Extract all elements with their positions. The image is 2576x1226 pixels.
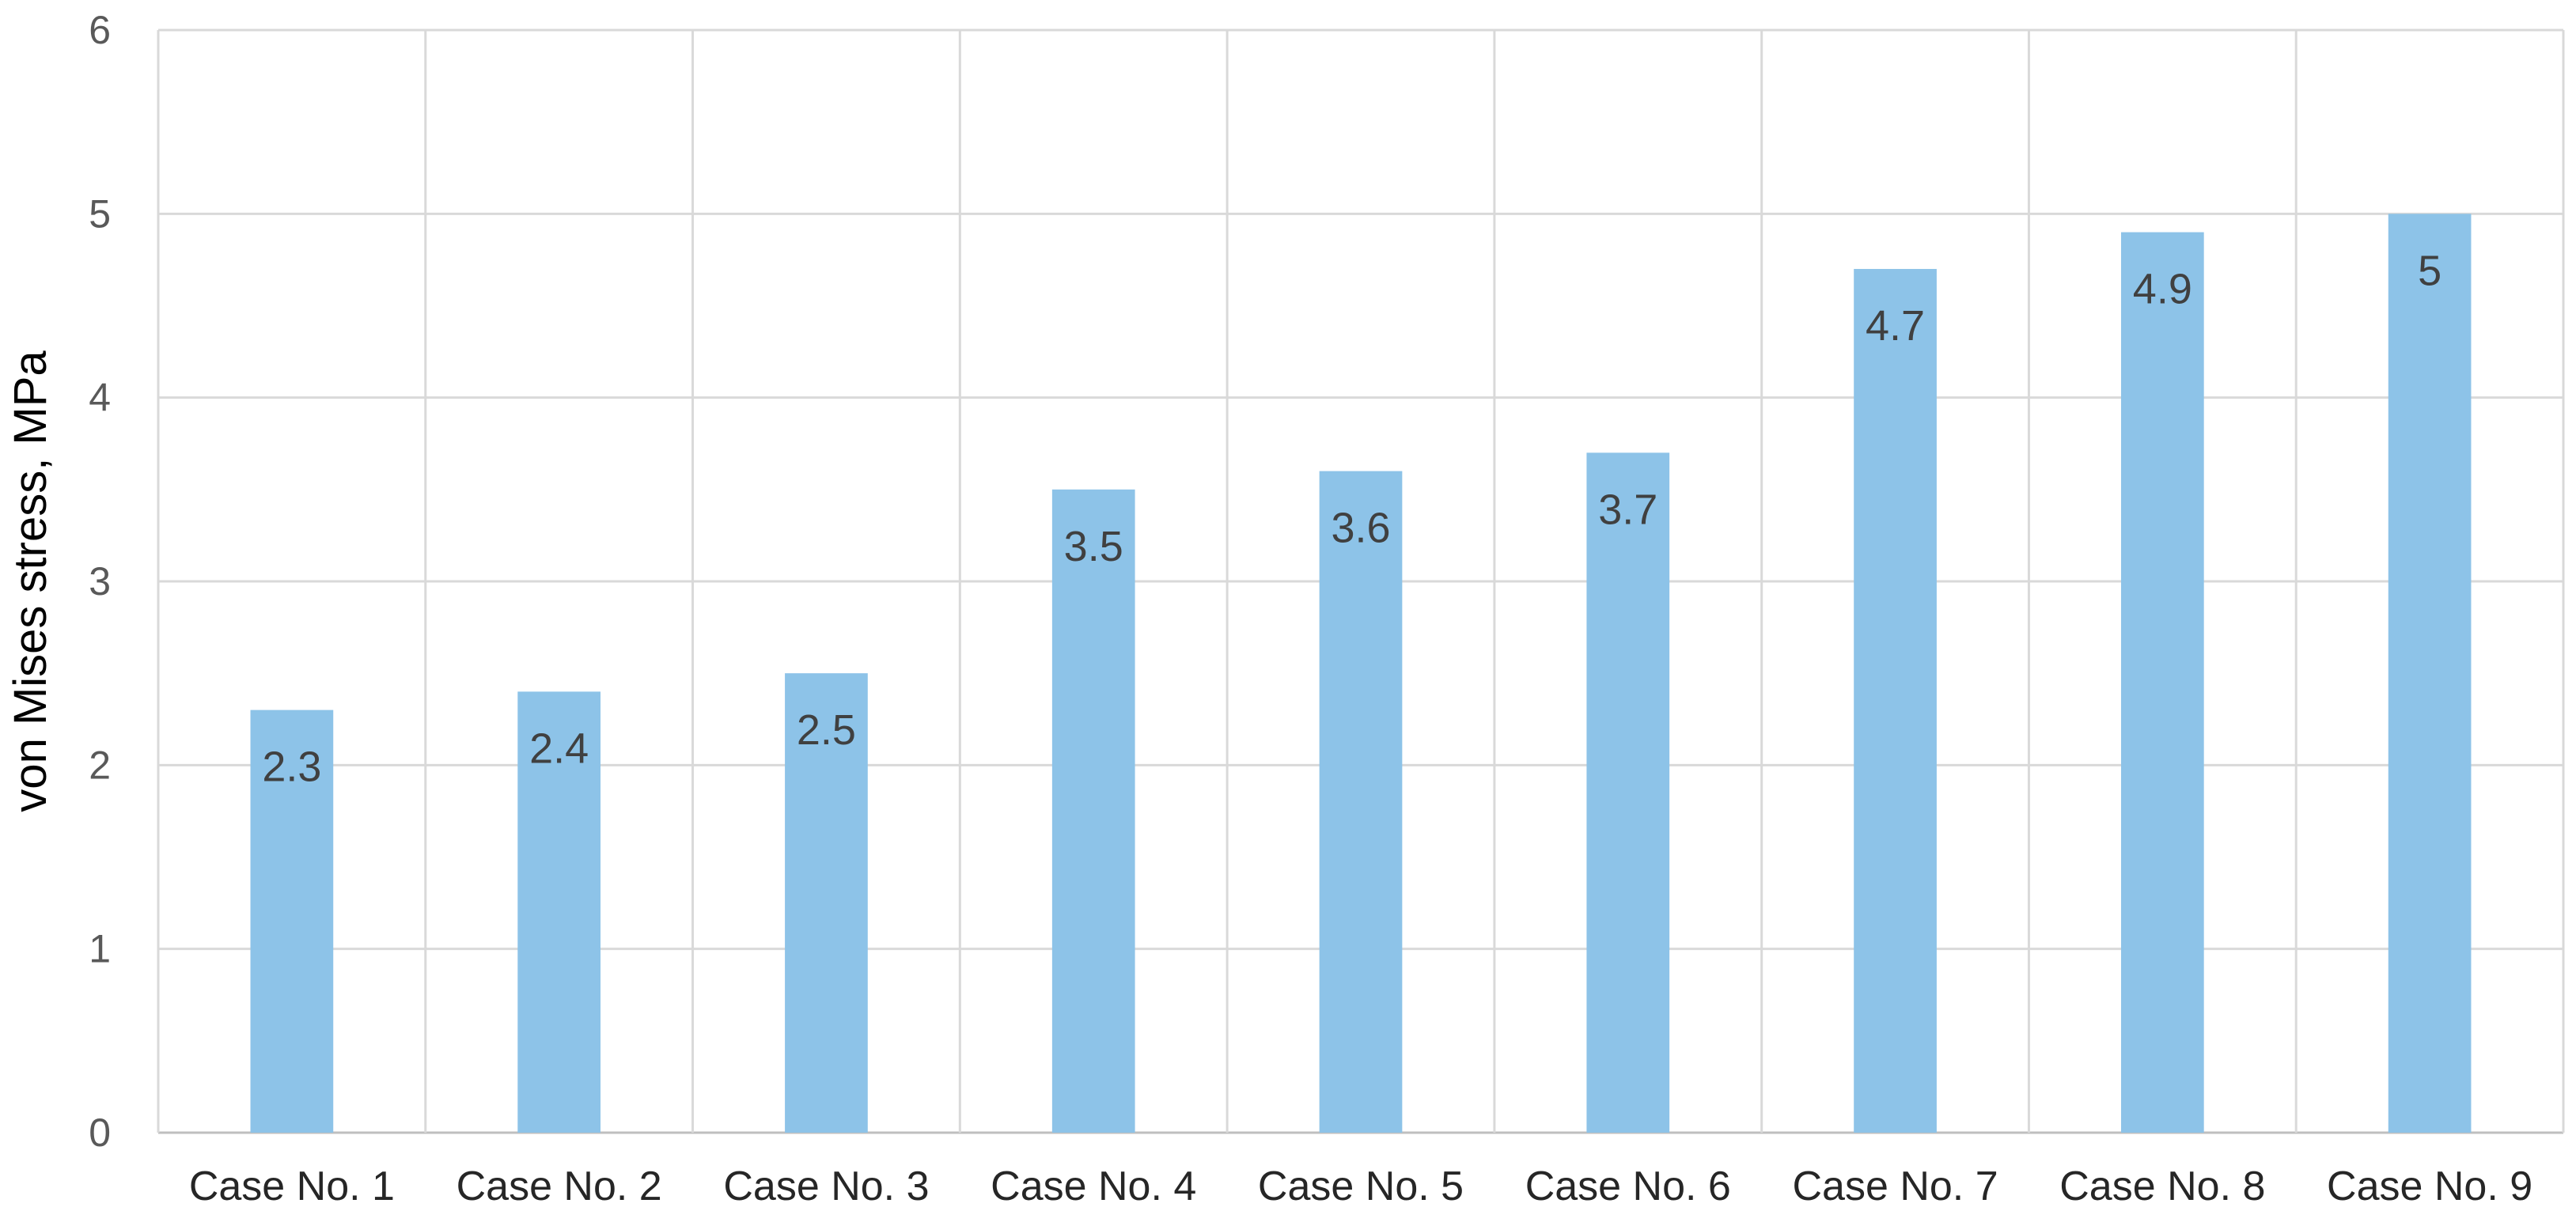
data-label: 3.6 xyxy=(1331,505,1390,552)
data-label: 3.5 xyxy=(1064,523,1123,570)
bars-layer xyxy=(250,214,2472,1133)
x-tick-label: Case No. 3 xyxy=(723,1164,929,1209)
bar xyxy=(785,673,868,1133)
data-label: 4.7 xyxy=(1866,302,1925,350)
y-tick-label: 3 xyxy=(89,559,111,604)
labels-layer: 0 1 2 3 4 5 6 2.3 Case No. 1 2.4 Case No. 2 2.5 Case… xyxy=(89,8,2532,1209)
bar xyxy=(1854,269,1937,1133)
x-tick-label: Case No. 2 xyxy=(456,1164,662,1209)
y-axis-title: von Mises stress, MPa xyxy=(5,350,56,812)
bar xyxy=(1051,489,1135,1133)
bar xyxy=(1319,471,1403,1133)
x-tick-label: Case No. 8 xyxy=(2059,1164,2265,1209)
x-tick-label: Case No. 5 xyxy=(1258,1164,1464,1209)
bar xyxy=(1586,452,1670,1133)
y-tick-label: 5 xyxy=(89,191,111,236)
bar xyxy=(2120,232,2204,1133)
bar xyxy=(517,691,601,1133)
y-tick-label: 2 xyxy=(89,743,111,787)
data-label: 2.4 xyxy=(529,725,589,772)
bar xyxy=(2388,214,2472,1133)
data-label: 4.9 xyxy=(2133,266,2192,313)
data-label: 2.5 xyxy=(797,706,856,754)
data-label: 2.3 xyxy=(262,744,321,791)
x-tick-label: Case No. 7 xyxy=(1792,1164,1998,1209)
y-tick-label: 6 xyxy=(89,8,111,52)
x-tick-label: Case No. 6 xyxy=(1525,1164,1731,1209)
data-label: 3.7 xyxy=(1598,486,1657,533)
data-label: 5 xyxy=(2418,247,2442,294)
bar xyxy=(250,709,334,1133)
y-tick-label: 4 xyxy=(89,376,111,420)
y-tick-label: 1 xyxy=(89,927,111,971)
x-tick-label: Case No. 4 xyxy=(991,1164,1196,1209)
x-tick-label: Case No. 1 xyxy=(189,1164,395,1209)
x-tick-label: Case No. 9 xyxy=(2327,1164,2532,1209)
y-tick-label: 0 xyxy=(89,1111,111,1155)
